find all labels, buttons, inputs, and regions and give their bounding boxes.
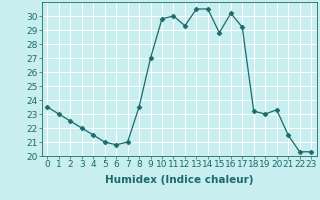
X-axis label: Humidex (Indice chaleur): Humidex (Indice chaleur) (105, 175, 253, 185)
